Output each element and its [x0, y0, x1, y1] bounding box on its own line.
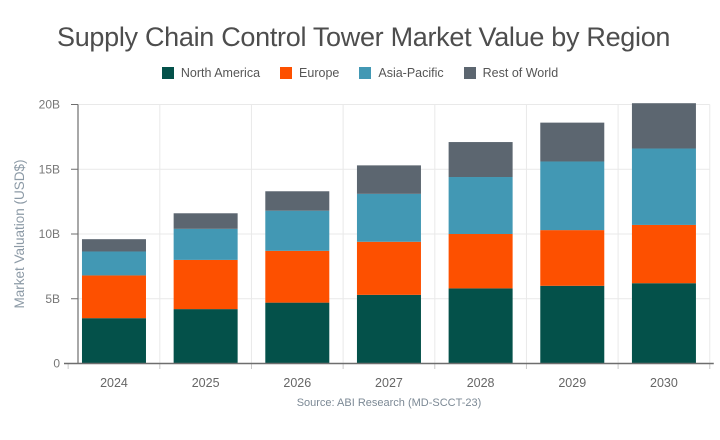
- bar-2027-asia-pacific[interactable]: [356, 193, 421, 242]
- bar-2027-north-america[interactable]: [356, 294, 421, 364]
- bar-2025-rest-of-world[interactable]: [173, 213, 238, 229]
- x-tick-label: 2024: [100, 376, 128, 390]
- bar-2025-asia-pacific[interactable]: [173, 228, 238, 260]
- bar-2027-rest-of-world[interactable]: [356, 165, 421, 194]
- y-tick-label: 10B: [39, 227, 60, 241]
- bar-2030-asia-pacific[interactable]: [631, 148, 696, 225]
- bar-2028-rest-of-world[interactable]: [448, 142, 513, 178]
- source-note: Source: ABI Research (MD-SCCT-23): [297, 397, 482, 409]
- x-tick-label: 2030: [650, 376, 678, 390]
- bar-2030-europe[interactable]: [631, 224, 696, 284]
- bar-2030-rest-of-world[interactable]: [631, 103, 696, 149]
- legend-swatch-rest-of-world: [463, 67, 476, 79]
- bar-2024-rest-of-world[interactable]: [81, 239, 146, 252]
- x-tick-label: 2029: [558, 376, 586, 390]
- bar-2029-europe[interactable]: [540, 230, 605, 286]
- bar-2028-asia-pacific[interactable]: [448, 177, 513, 234]
- legend-swatch-asia-pacific: [359, 67, 372, 79]
- bar-2029-north-america[interactable]: [540, 285, 605, 364]
- legend-label: North America: [180, 66, 261, 80]
- bar-2025-north-america[interactable]: [173, 309, 238, 364]
- legend-swatch-europe: [280, 67, 293, 79]
- bar-2024-north-america[interactable]: [81, 318, 146, 364]
- legend-item-rest-of-world[interactable]: Rest of World: [463, 66, 559, 80]
- bar-2026-asia-pacific[interactable]: [265, 210, 330, 251]
- x-tick-label: 2028: [467, 376, 495, 390]
- bar-2028-north-america[interactable]: [448, 288, 513, 364]
- y-tick-label: 15B: [39, 162, 60, 176]
- bar-2024-asia-pacific[interactable]: [81, 251, 146, 276]
- bar-2025-europe[interactable]: [173, 259, 238, 310]
- x-tick-label: 2025: [192, 376, 220, 390]
- bar-2029-asia-pacific[interactable]: [540, 161, 605, 231]
- y-tick-label: 5B: [45, 292, 60, 306]
- bar-2028-europe[interactable]: [448, 234, 513, 289]
- axes: 0 5B 10B 15B 20B 2024 2025 2026 2027 2028 2029 2030: [39, 98, 714, 390]
- y-tick-label: 20B: [39, 98, 60, 112]
- bar-2029-rest-of-world[interactable]: [540, 122, 605, 162]
- legend-swatch-north-america: [161, 67, 174, 79]
- legend-item-north-america[interactable]: North America: [161, 66, 261, 80]
- legend-item-europe[interactable]: Europe: [280, 66, 339, 80]
- legend-label: Rest of World: [482, 66, 559, 80]
- legend-label: Asia-Pacific: [378, 66, 444, 80]
- bar-2026-north-america[interactable]: [265, 302, 330, 364]
- bar-2024-europe[interactable]: [81, 275, 146, 319]
- x-tick-label: 2026: [283, 376, 311, 390]
- bar-2027-europe[interactable]: [356, 241, 421, 295]
- bar-2026-rest-of-world[interactable]: [265, 191, 330, 211]
- chart-title: Supply Chain Control Tower Market Value …: [57, 22, 671, 52]
- legend: North America Europe Asia-Pacific Rest of W…: [0, 66, 720, 80]
- y-tick-label: 0: [53, 357, 60, 371]
- legend-label: Europe: [299, 66, 340, 80]
- legend-item-asia-pacific[interactable]: Asia-Pacific: [359, 66, 444, 80]
- bar-2026-europe[interactable]: [265, 250, 330, 303]
- bar-2030-north-america[interactable]: [631, 283, 696, 364]
- y-axis-title: Market Valuation (USD$): [12, 159, 27, 308]
- bars: [81, 103, 696, 364]
- x-tick-label: 2027: [375, 376, 403, 390]
